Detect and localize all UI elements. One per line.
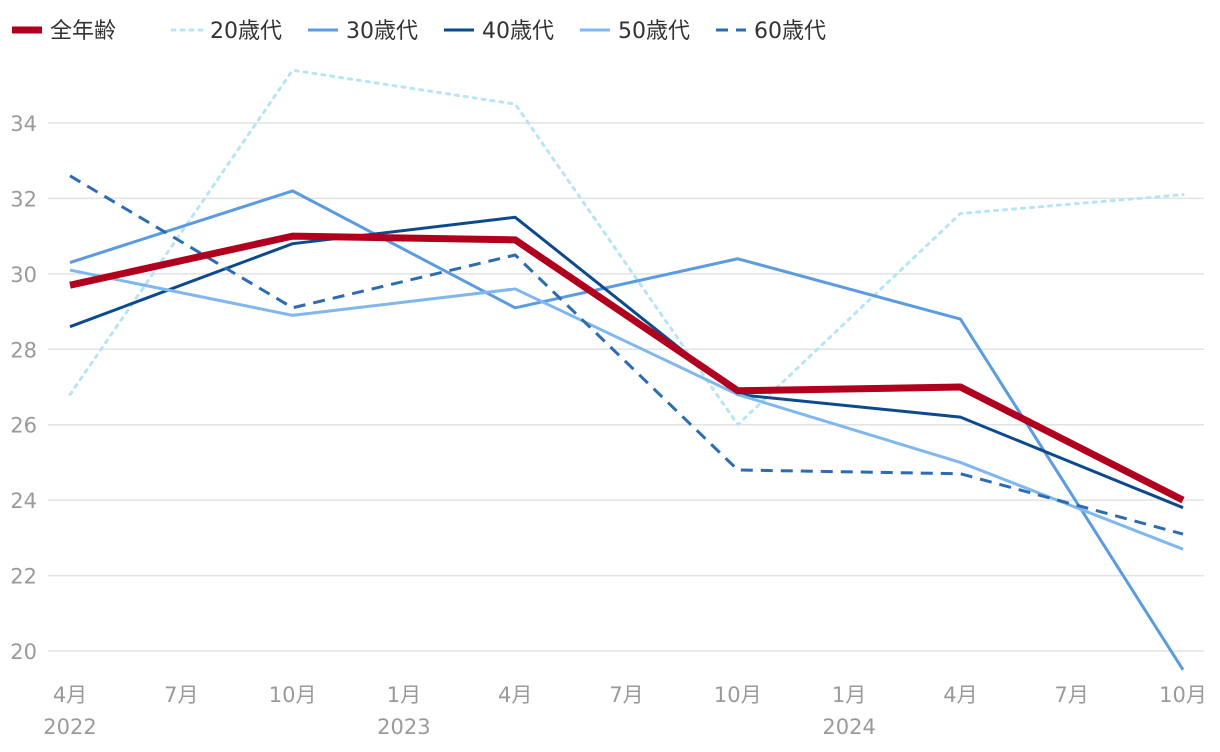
y-tick-label-20: 20 bbox=[10, 640, 37, 664]
x-tick-label-8: 4月 bbox=[943, 683, 977, 707]
legend-label-60歳代: 60歳代 bbox=[754, 19, 826, 44]
x-tick-label-6: 10月 bbox=[714, 683, 762, 707]
y-tick-label-26: 26 bbox=[10, 414, 37, 438]
x-axis: 4月 2022 7月 10月 1月 2023 4月 7月 10月 1月 2024 4月 7月 10月 bbox=[43, 683, 1207, 739]
y-tick-label-24: 24 bbox=[10, 489, 37, 513]
legend-label-20歳代: 20歳代 bbox=[210, 19, 282, 44]
x-tick-year-2024: 2024 bbox=[822, 715, 875, 739]
series-layer bbox=[68, 68, 1185, 671]
x-tick-year-2022: 2022 bbox=[43, 715, 96, 739]
x-tick-label-1: 7月 bbox=[164, 683, 198, 707]
legend-label-50歳代: 50歳代 bbox=[618, 19, 690, 44]
x-tick-label-2: 10月 bbox=[269, 683, 317, 707]
x-tick-label-7: 1月 bbox=[832, 683, 866, 707]
x-tick-label-10: 10月 bbox=[1159, 683, 1207, 707]
series-line-30歳代 bbox=[69, 189, 1185, 671]
x-tick-label-9: 7月 bbox=[1055, 683, 1089, 707]
series-line-全年齢 bbox=[69, 232, 1185, 504]
series-line-20歳代 bbox=[68, 68, 1185, 427]
series-line-50歳代 bbox=[69, 268, 1184, 551]
y-tick-label-22: 22 bbox=[10, 565, 37, 589]
x-tick-label-5: 7月 bbox=[609, 683, 643, 707]
series-line-60歳代 bbox=[69, 174, 1184, 536]
y-tick-label-28: 28 bbox=[10, 338, 37, 362]
gridlines bbox=[48, 122, 1204, 652]
y-axis: 20 22 24 26 28 30 32 34 bbox=[10, 112, 37, 664]
y-tick-label-30: 30 bbox=[10, 263, 37, 287]
legend-label-30歳代: 30歳代 bbox=[346, 19, 418, 44]
legend: 全年齢 20歳代 30歳代 40歳代 50歳代 60歳代 bbox=[12, 19, 826, 44]
y-tick-label-32: 32 bbox=[10, 187, 37, 211]
x-tick-label-4: 4月 bbox=[498, 683, 532, 707]
legend-label-全年齢: 全年齢 bbox=[50, 19, 116, 44]
legend-label-40歳代: 40歳代 bbox=[482, 19, 554, 44]
x-tick-year-2023: 2023 bbox=[377, 715, 430, 739]
x-tick-label-3: 1月 bbox=[387, 683, 421, 707]
y-tick-label-34: 34 bbox=[10, 112, 37, 136]
x-tick-label-0: 4月 bbox=[53, 683, 87, 707]
series-line-40歳代 bbox=[69, 215, 1184, 510]
